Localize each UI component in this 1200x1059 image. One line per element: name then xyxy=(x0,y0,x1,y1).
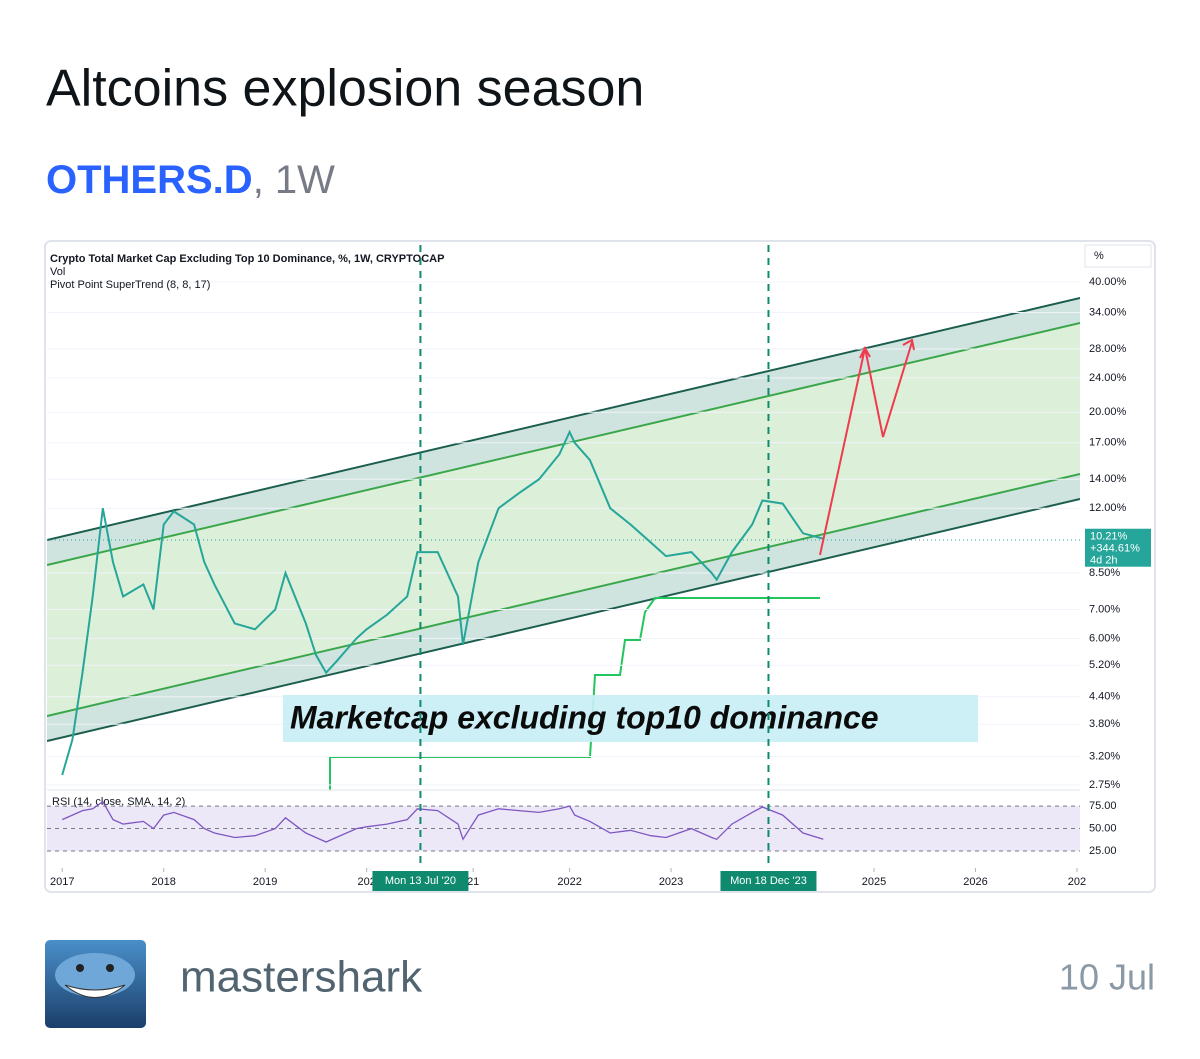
post-title: Altcoins explosion season xyxy=(46,60,644,118)
x-tick-label: 2023 xyxy=(659,876,683,888)
rsi-label: RSI (14, close, SMA, 14, 2) xyxy=(52,796,185,808)
y-tick-label: 28.00% xyxy=(1089,343,1127,355)
y-tick-label: 2.75% xyxy=(1089,779,1120,791)
y-tick-label: 7.00% xyxy=(1089,603,1120,615)
last-value-label: +344.61% xyxy=(1090,543,1140,555)
date-marker-box xyxy=(720,871,817,891)
date-marker-label: Mon 18 Dec '23 xyxy=(730,875,807,887)
annotation-box xyxy=(283,695,978,742)
symbol-line: OTHERS.D, 1W xyxy=(46,158,335,202)
x-tick-label: 2022 xyxy=(557,876,581,888)
channel-inner xyxy=(47,323,1080,716)
y-tick-label: 24.00% xyxy=(1089,372,1127,384)
rsi-tick-label: 75.00 xyxy=(1089,800,1117,812)
last-value-badge xyxy=(1085,528,1151,567)
y-tick-label: 40.00% xyxy=(1089,276,1127,288)
rsi-tick-label: 50.00 xyxy=(1089,822,1117,834)
x-tick-label: 202 xyxy=(357,876,375,888)
y-tick-label: 3.80% xyxy=(1089,718,1120,730)
date-marker-label: Mon 13 Jul '20 xyxy=(385,875,456,887)
y-tick-label: 17.00% xyxy=(1089,437,1127,449)
y-tick-label: 3.20% xyxy=(1089,750,1120,762)
symbol[interactable]: OTHERS.D xyxy=(46,158,253,202)
x-tick-label: 21 xyxy=(467,876,479,888)
legend-vol: Vol xyxy=(50,266,65,278)
y-tick-label: 14.00% xyxy=(1089,473,1127,485)
y-tick-label: 5.20% xyxy=(1089,659,1120,671)
y-tick-label: 8.50% xyxy=(1089,567,1120,579)
y-tick-label: 12.00% xyxy=(1089,502,1127,514)
avatar-eye xyxy=(76,964,84,972)
avatar-shark xyxy=(55,953,135,997)
y-tick-label: 34.00% xyxy=(1089,306,1127,318)
last-value-label: 10.21% xyxy=(1090,531,1128,543)
timeframe: , 1W xyxy=(253,158,335,202)
channel-top xyxy=(47,297,1080,541)
x-tick-label: 2018 xyxy=(151,876,175,888)
x-tick-label: 2026 xyxy=(963,876,987,888)
y-tick-label: 20.00% xyxy=(1089,406,1127,418)
y-tick-label: 4.40% xyxy=(1089,691,1120,703)
channel-bottom xyxy=(47,498,1080,742)
unit-label: % xyxy=(1094,250,1104,262)
post-date: 10 Jul xyxy=(1059,957,1155,998)
x-tick-label: 2017 xyxy=(50,876,74,888)
rsi-line xyxy=(61,800,824,843)
unit-box xyxy=(1084,244,1152,268)
projection-arrow xyxy=(819,338,915,556)
channel-mid-bottom xyxy=(47,473,1080,717)
rsi-band xyxy=(47,806,1080,851)
last-value-label: 4d 2h xyxy=(1090,555,1118,567)
avatar-eye xyxy=(106,964,114,972)
x-tick-label: 2025 xyxy=(862,876,886,888)
price-line xyxy=(61,429,824,776)
plot-area xyxy=(47,281,1080,790)
avatar-teeth xyxy=(64,984,126,998)
annotation: Marketcap excluding top10 dominance xyxy=(290,699,879,735)
author-name[interactable]: mastershark xyxy=(180,953,423,1002)
x-tick-label: 2019 xyxy=(253,876,277,888)
rsi-tick-label: 25.00 xyxy=(1089,845,1117,857)
rsi-pane xyxy=(47,800,1080,852)
date-marker-box xyxy=(372,871,469,891)
legend-supertrend: Pivot Point SuperTrend (8, 8, 17) xyxy=(50,279,210,291)
legend-title: Crypto Total Market Cap Excluding Top 10… xyxy=(50,253,444,265)
x-tick-label: 202 xyxy=(1068,876,1086,888)
y-tick-label: 6.00% xyxy=(1089,632,1120,644)
